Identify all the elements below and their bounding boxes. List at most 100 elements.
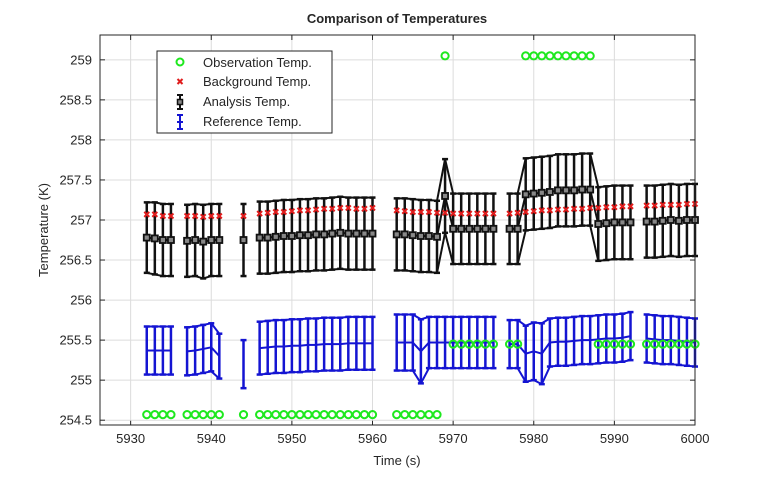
y-tick-label: 257.5	[59, 172, 92, 187]
analysis-square-marker	[666, 216, 675, 224]
analysis-square-marker	[545, 188, 554, 196]
background-x-marker	[651, 202, 658, 209]
x-stroke	[208, 212, 215, 220]
x-stroke	[304, 207, 312, 214]
connector-line	[565, 339, 575, 343]
background-x-marker	[611, 203, 618, 211]
analysis-square-marker	[658, 216, 667, 225]
reference-errorbar	[393, 313, 400, 372]
observation-circle-marker	[343, 409, 353, 420]
x-stroke	[320, 205, 328, 212]
x-stroke	[667, 201, 675, 208]
observation-circle-marker	[488, 339, 499, 349]
reference-errorbar	[321, 316, 328, 372]
observation-circle-marker	[569, 51, 579, 61]
analysis-square-marker	[578, 185, 587, 194]
x-tick-label: 5940	[197, 431, 226, 446]
analysis-errorbar	[465, 192, 474, 266]
analysis-square-marker	[336, 228, 345, 237]
connector-line	[549, 340, 559, 344]
background-x-marker	[466, 210, 473, 217]
reference-errorbar	[240, 338, 247, 390]
observation-circle-marker	[440, 51, 450, 61]
background-x-marker	[417, 208, 425, 216]
observation-circle-marker	[367, 409, 378, 420]
observation-circle-marker	[553, 51, 563, 61]
reference-errorbar	[554, 316, 561, 367]
reference-errorbar	[442, 315, 449, 370]
connector-line	[516, 158, 527, 194]
x-stroke	[651, 202, 658, 209]
background-x-marker	[683, 200, 691, 208]
x-stroke	[361, 205, 368, 212]
y-axis-label: Temperature (K)	[36, 183, 51, 277]
analysis-square-marker	[167, 236, 175, 244]
observation-circle-marker	[416, 409, 426, 420]
connector-line	[540, 366, 551, 385]
reference-errorbar	[466, 315, 473, 370]
reference-errorbar	[329, 316, 336, 372]
observation-circle-marker	[408, 409, 418, 420]
x-stroke	[328, 205, 336, 212]
x-stroke	[683, 200, 691, 208]
y-tick-label: 256	[70, 293, 92, 308]
background-x-marker	[449, 210, 457, 217]
reference-errorbar	[256, 320, 263, 376]
background-x-marker	[482, 210, 489, 217]
background-x-marker	[272, 208, 279, 216]
analysis-square-marker	[537, 188, 546, 197]
background-x-marker	[659, 201, 666, 208]
reference-errorbar	[546, 317, 553, 368]
x-stroke	[296, 207, 304, 214]
background-x-marker	[264, 209, 271, 216]
analysis-errorbar	[658, 183, 667, 259]
analysis-errorbar	[457, 192, 466, 266]
background-x-marker	[199, 213, 207, 220]
analysis-square-marker	[489, 224, 498, 233]
analysis-errorbar	[674, 183, 683, 259]
reference-errorbar	[216, 332, 223, 380]
x-stroke	[570, 205, 578, 212]
legend-circle-icon	[175, 57, 185, 67]
x-stroke	[457, 210, 465, 217]
x-stroke	[417, 208, 425, 216]
x-stroke	[425, 208, 433, 216]
observation-circle-marker	[400, 409, 410, 420]
analysis-square-marker	[287, 232, 296, 240]
analysis-square-marker	[473, 224, 482, 233]
reference-errorbar	[425, 315, 432, 370]
reference-errorbar	[272, 318, 279, 375]
reference-errorbar	[280, 318, 287, 375]
analysis-errorbar	[505, 192, 514, 266]
x-stroke	[490, 210, 497, 217]
observation-circle-marker	[166, 409, 176, 420]
y-tick-label: 259	[70, 52, 92, 67]
reference-errorbar	[490, 315, 497, 370]
x-axis-label: Time (s)	[373, 453, 420, 468]
connector-line	[259, 346, 268, 350]
x-tick-label: 5960	[358, 431, 387, 446]
y-tick-label: 258	[70, 132, 92, 147]
axes-box	[99, 34, 696, 426]
x-stroke	[199, 213, 207, 220]
background-x-marker	[143, 211, 150, 218]
background-x-marker	[256, 210, 263, 217]
observation-circle-marker	[335, 409, 345, 420]
background-x-marker	[337, 204, 344, 212]
background-x-marker	[328, 205, 336, 212]
x-stroke	[538, 207, 546, 214]
analysis-square-marker	[199, 237, 208, 246]
analysis-square-marker	[594, 220, 603, 228]
x-stroke	[240, 212, 247, 220]
x-stroke	[506, 210, 513, 217]
observation-circle-marker	[327, 409, 337, 420]
background-x-marker	[603, 203, 610, 211]
x-stroke	[272, 208, 279, 216]
x-stroke	[409, 208, 417, 216]
observation-circle-marker	[263, 409, 273, 420]
reference-errorbar	[159, 325, 166, 376]
reference-errorbar	[345, 315, 352, 371]
background-x-marker	[627, 203, 634, 210]
x-stroke	[441, 209, 449, 216]
analysis-square-marker	[674, 216, 683, 225]
